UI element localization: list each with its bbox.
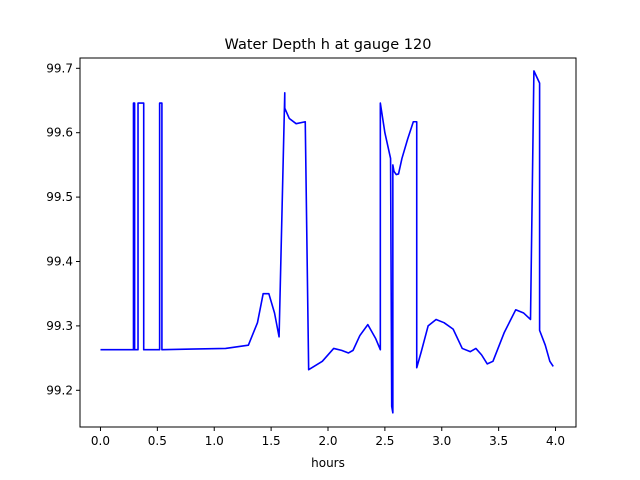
plot-area [100,70,554,414]
x-tick-label: 1.5 [262,434,281,448]
y-tick-label: 99.3 [46,319,73,333]
y-tick-label: 99.2 [46,383,73,397]
y-axis-ticks: 99.2 99.3 99.4 99.5 99.6 99.7 [46,61,80,397]
x-tick-label: 0.5 [148,434,167,448]
x-tick-label: 3.0 [432,434,451,448]
chart-title: Water Depth h at gauge 120 [225,37,432,53]
x-tick-label: 3.5 [489,434,508,448]
series-line-0 [100,70,554,414]
x-axis-ticks: 0.0 0.5 1.0 1.5 2.0 2.5 3.0 3.5 4.0 [91,427,565,448]
x-tick-label: 4.0 [546,434,565,448]
x-tick-label: 2.0 [318,434,337,448]
y-tick-label: 99.6 [46,126,73,140]
y-tick-label: 99.4 [46,254,73,268]
x-tick-label: 1.0 [205,434,224,448]
x-tick-label: 0.0 [91,434,110,448]
x-axis-label: hours [311,456,345,470]
axes-frame [79,57,577,428]
y-tick-label: 99.7 [46,61,73,75]
y-tick-label: 99.5 [46,190,73,204]
x-tick-label: 2.5 [375,434,394,448]
